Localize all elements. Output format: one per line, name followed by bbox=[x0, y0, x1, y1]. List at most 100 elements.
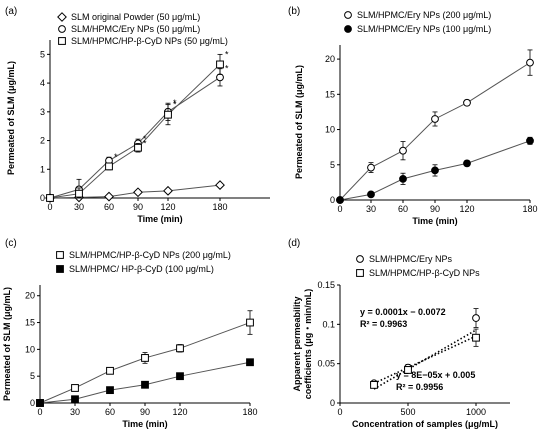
legend-label: SLM/HPMC/ HP-β-CyD (100 μg/mL) bbox=[69, 264, 214, 274]
y-axis-label: Permeated of SLM (μg/mL) bbox=[2, 287, 12, 401]
x-tick-label: 120 bbox=[172, 407, 187, 417]
legend-marker bbox=[356, 269, 364, 277]
series bbox=[36, 310, 254, 407]
x-axis-label: Concentration of samples (μg/mL) bbox=[352, 419, 498, 429]
legend-marker bbox=[344, 25, 352, 33]
panel-3: (c) 0 5 10 15 20 0 30 60 90 120 180 Time (min) Permea… bbox=[2, 238, 258, 429]
series-line bbox=[39, 361, 251, 404]
series-line bbox=[49, 76, 221, 199]
legend-marker bbox=[356, 255, 364, 263]
data-point bbox=[246, 318, 254, 327]
panel-label: (a) bbox=[5, 6, 17, 17]
data-point bbox=[106, 366, 114, 375]
legend-label: SLM/HPMC/HP-β-CyD NPs bbox=[369, 268, 480, 278]
x-tick-label: 90 bbox=[133, 202, 143, 212]
data-point bbox=[526, 58, 534, 67]
y-tick-label: 0 bbox=[330, 195, 335, 205]
data-point bbox=[176, 344, 184, 353]
y-tick-label: 10 bbox=[325, 125, 335, 135]
series: * * * bbox=[46, 49, 229, 202]
y-tick-label: 0 bbox=[330, 398, 335, 408]
data-point bbox=[216, 73, 224, 82]
data-point bbox=[526, 136, 534, 145]
data-point bbox=[105, 162, 113, 171]
legend-label: SLM/HPMC/Ery NPs (100 μg/mL) bbox=[357, 24, 491, 34]
x-tick-label: 0 bbox=[47, 202, 52, 212]
x-tick-label: 30 bbox=[366, 204, 376, 214]
y-tick-label: 2 bbox=[40, 136, 45, 146]
data-point bbox=[71, 384, 79, 392]
x-axis-label: Time (min) bbox=[122, 419, 167, 429]
series-line bbox=[39, 322, 251, 404]
r-squared: R² = 0.9963 bbox=[360, 319, 407, 329]
x-tick-label: 1000 bbox=[466, 407, 486, 417]
y-tick-label: 5 bbox=[40, 49, 45, 59]
y-tick-label: 0 bbox=[40, 193, 45, 203]
regression-equation: y = 0.0001x − 0.0072 bbox=[360, 307, 446, 317]
legend-label: SLM/HPMC/Ery NPs bbox=[369, 254, 453, 264]
y-tick-label: 0.15 bbox=[317, 280, 335, 290]
data-point bbox=[463, 98, 471, 107]
x-tick-label: 500 bbox=[400, 407, 415, 417]
data-point bbox=[367, 163, 375, 172]
data-point bbox=[106, 386, 114, 395]
y-axis-label: Permeated of SLM (μg/mL) bbox=[294, 65, 304, 179]
legend-marker bbox=[57, 12, 67, 22]
data-point bbox=[399, 146, 407, 155]
legend-marker bbox=[58, 25, 66, 33]
legend-label: SLM/HPMC/HP-β-CyD NPs (50 μg/mL) bbox=[71, 36, 228, 46]
data-point bbox=[472, 333, 480, 342]
x-axis-label: Time (min) bbox=[412, 216, 457, 226]
x-tick-label: 30 bbox=[70, 407, 80, 417]
series bbox=[36, 358, 254, 407]
series bbox=[336, 136, 534, 204]
trendline bbox=[373, 329, 477, 390]
significance-mark: * bbox=[173, 98, 177, 108]
panel-label: (c) bbox=[5, 238, 17, 249]
data-point bbox=[404, 366, 412, 374]
data-point bbox=[399, 174, 407, 183]
y-tick-label: 3 bbox=[40, 107, 45, 117]
x-tick-label: 30 bbox=[74, 202, 84, 212]
significance-mark: * bbox=[225, 49, 229, 59]
y-tick-label: 0.05 bbox=[317, 359, 335, 369]
x-tick-label: 180 bbox=[212, 202, 227, 212]
significance-mark: * bbox=[143, 138, 147, 148]
y-tick-label: 4 bbox=[40, 78, 45, 88]
data-point bbox=[163, 185, 173, 196]
data-point bbox=[134, 143, 142, 152]
legend-label: SLM/HPMC/HP-β-CyD NPs (200 μg/mL) bbox=[69, 250, 231, 260]
x-tick-label: 90 bbox=[140, 407, 150, 417]
y-tick-label: 5 bbox=[30, 371, 35, 381]
data-point bbox=[336, 196, 344, 204]
data-point bbox=[75, 189, 83, 198]
data-point bbox=[246, 358, 254, 367]
data-point bbox=[431, 115, 439, 123]
series bbox=[370, 328, 480, 389]
data-point bbox=[472, 314, 480, 322]
x-tick-label: 180 bbox=[242, 407, 257, 417]
data-point bbox=[46, 194, 54, 202]
y-tick-label: 1 bbox=[40, 164, 45, 174]
x-axis-label: Time (min) bbox=[137, 214, 182, 224]
data-point bbox=[463, 159, 471, 168]
significance-mark: * bbox=[114, 152, 118, 162]
series-line bbox=[339, 140, 531, 201]
series: * * * * bbox=[46, 64, 229, 202]
series-line bbox=[339, 62, 531, 201]
panel-label: (d) bbox=[288, 238, 300, 249]
significance-mark: * bbox=[225, 64, 229, 74]
y-tick-label: 20 bbox=[25, 291, 35, 301]
y-tick-label: 0.1 bbox=[322, 319, 335, 329]
data-point bbox=[164, 110, 172, 119]
legend-marker bbox=[56, 251, 64, 259]
data-point bbox=[367, 190, 375, 199]
data-point bbox=[104, 191, 114, 202]
panel-4: (d) 0 0.05 0.1 0.15 0 500 1000 Concentration of … bbox=[288, 238, 510, 429]
y-tick-label: 15 bbox=[325, 89, 335, 99]
x-tick-label: 180 bbox=[522, 204, 537, 214]
x-tick-label: 120 bbox=[160, 202, 175, 212]
y-axis-label-line: Apparent permeability bbox=[292, 296, 302, 391]
legend-marker bbox=[344, 11, 352, 19]
